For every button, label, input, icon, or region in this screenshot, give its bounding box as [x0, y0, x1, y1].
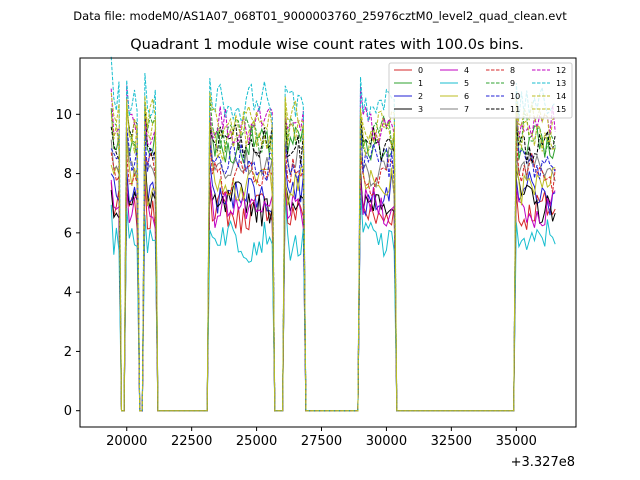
- x-tick-label: 35000: [496, 434, 537, 449]
- series-line-5: [110, 190, 556, 412]
- x-tick-label: 25000: [236, 434, 277, 449]
- legend-label-13: 13: [556, 79, 566, 88]
- legend-label-4: 4: [464, 66, 469, 75]
- legend-label-14: 14: [556, 92, 566, 101]
- x-tick-label: 32500: [431, 434, 472, 449]
- y-tick-label: 0: [64, 404, 72, 419]
- legend-label-0: 0: [418, 66, 423, 75]
- y-tick-label: 2: [64, 345, 72, 360]
- legend-label-8: 8: [510, 66, 515, 75]
- y-tick-label: 6: [64, 226, 72, 241]
- x-offset-label: +3.327e8: [511, 455, 575, 470]
- legend-label-7: 7: [464, 105, 469, 114]
- y-tick-label: 8: [64, 167, 72, 182]
- series-line-6: [110, 143, 556, 412]
- series-line-10: [110, 112, 556, 412]
- legend-label-6: 6: [464, 92, 469, 101]
- x-tick-label: 30000: [366, 434, 407, 449]
- x-tick-label: 27500: [301, 434, 342, 449]
- legend-label-3: 3: [418, 105, 423, 114]
- series-line-3: [110, 157, 556, 412]
- chart-title: Quadrant 1 module wise count rates with …: [130, 37, 524, 53]
- series-line-8: [110, 138, 556, 412]
- legend-label-11: 11: [510, 105, 520, 114]
- legend-label-1: 1: [418, 79, 423, 88]
- series-line-11: [110, 104, 556, 412]
- y-tick-label: 10: [55, 108, 72, 123]
- x-tick-label: 22500: [171, 434, 212, 449]
- series-line-15: [110, 100, 556, 412]
- series-line-9: [110, 96, 556, 412]
- series-line-4: [110, 176, 556, 412]
- legend-label-5: 5: [464, 79, 469, 88]
- series-line-7: [110, 121, 556, 412]
- y-tick-label: 4: [64, 286, 72, 301]
- data-file-caption: Data file: modeM0/AS1A07_068T01_90000037…: [73, 9, 567, 23]
- legend-label-2: 2: [418, 92, 423, 101]
- legend-label-15: 15: [556, 105, 566, 114]
- series-line-0: [110, 173, 556, 412]
- legend-box: [388, 62, 573, 119]
- series-line-14: [110, 92, 556, 412]
- series-line-2: [110, 149, 556, 412]
- series-layer: [110, 56, 556, 412]
- axes-layer: 20000 22500 25000 27500 30000 32500 35000 0 2 4 6 8…: [55, 108, 536, 449]
- plot-frame: [79, 57, 577, 428]
- series-line-12: [110, 85, 556, 412]
- series-line-1: [110, 108, 556, 412]
- x-tick-label: 20000: [106, 434, 147, 449]
- legend-label-9: 9: [510, 79, 515, 88]
- legend-label-12: 12: [556, 66, 566, 75]
- legend-label-10: 10: [510, 92, 520, 101]
